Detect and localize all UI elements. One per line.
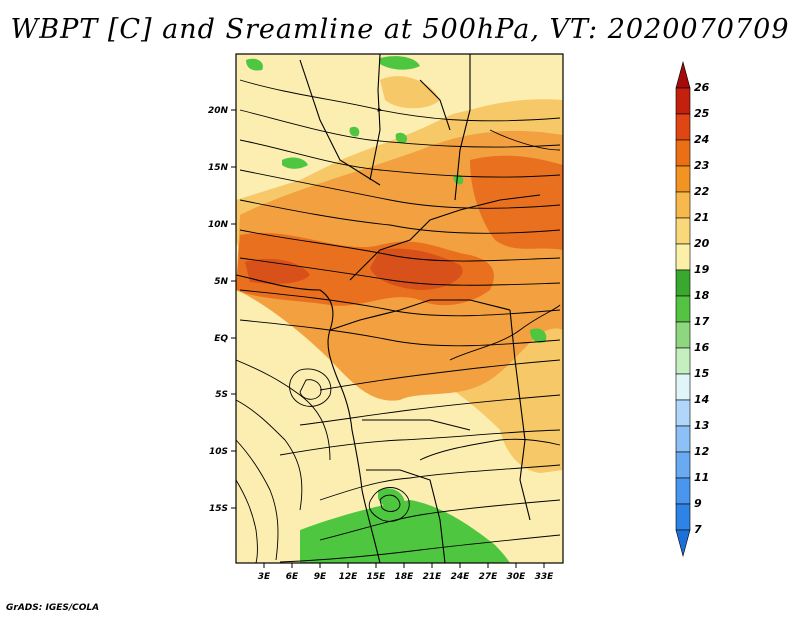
colorbar-segment	[675, 243, 691, 271]
lat-label: 5S	[215, 390, 228, 400]
colorbar-label: 21	[694, 211, 709, 224]
lon-label: 18E	[395, 572, 415, 582]
lon-label: 15E	[367, 572, 387, 582]
colorbar-label: 7	[694, 523, 702, 536]
country-borders	[236, 54, 541, 563]
colorbar-label: 25	[694, 107, 710, 120]
colorbar-label: 15	[694, 367, 710, 380]
colorbar-segment	[675, 425, 691, 453]
colorbar-segment	[675, 503, 691, 531]
colorbar-segment	[675, 269, 691, 297]
colorbar-label: 22	[694, 185, 710, 198]
colorbar-segment	[675, 139, 691, 167]
lat-ticks	[231, 109, 236, 509]
lat-label: 20N	[208, 106, 229, 116]
colorbar-segment	[675, 295, 691, 323]
colorbar-segment	[675, 529, 691, 558]
lon-label: 27E	[479, 572, 499, 582]
colorbar: 26 25 24 23 22 21 20 19 18 17 16 15 14 13 12 11 9 7	[675, 60, 710, 558]
colorbar-segment	[675, 321, 691, 349]
colorbar-segment	[675, 477, 691, 505]
lon-ticks	[263, 563, 545, 568]
colorbar-label: 12	[694, 445, 710, 458]
colorbar-label: 23	[694, 159, 710, 172]
map-title: WBPT [C] and Sreamline at 500hPa, VT: 20…	[10, 14, 790, 45]
colorbar-segment	[675, 191, 691, 219]
colorbar-label: 11	[694, 471, 709, 484]
lon-label: 30E	[507, 572, 527, 582]
colorbar-segment	[675, 347, 691, 375]
colorbar-segment	[675, 165, 691, 193]
lat-label: 10N	[208, 220, 229, 230]
colorbar-label: 14	[694, 393, 709, 406]
map-frame	[235, 53, 564, 564]
lat-label: EQ	[214, 334, 228, 344]
lon-label: 9E	[314, 572, 327, 582]
colorbar-segment	[675, 373, 691, 401]
lon-label: 21E	[423, 572, 443, 582]
lat-label: 5N	[214, 277, 228, 287]
colorbar-segment	[675, 399, 691, 427]
lon-label: 24E	[451, 572, 471, 582]
colorbar-segment	[675, 60, 691, 89]
lon-label: 12E	[339, 572, 359, 582]
grads-credit: GrADS: IGES/COLA	[6, 603, 100, 613]
colorbar-segment	[675, 87, 691, 115]
colorbar-segment	[675, 113, 691, 141]
colorbar-label: 18	[694, 289, 710, 302]
colorbar-label: 19	[694, 263, 710, 276]
streamlines	[236, 79, 561, 563]
colorbar-segment	[675, 451, 691, 479]
colorbar-segment	[675, 217, 691, 245]
lat-label: 15N	[208, 163, 229, 173]
colorbar-label: 16	[694, 341, 710, 354]
lat-label: 10S	[209, 447, 228, 457]
lon-label: 3E	[258, 572, 271, 582]
wbpt-field	[236, 54, 563, 563]
colorbar-label: 20	[694, 237, 710, 250]
colorbar-label: 24	[694, 133, 709, 146]
colorbar-label: 9	[694, 497, 702, 510]
lon-label: 33E	[535, 572, 555, 582]
colorbar-label: 13	[694, 419, 710, 432]
colorbar-label: 26	[694, 81, 710, 94]
lon-label: 6E	[286, 572, 299, 582]
lat-label: 15S	[209, 504, 228, 514]
colorbar-label: 17	[694, 315, 710, 328]
